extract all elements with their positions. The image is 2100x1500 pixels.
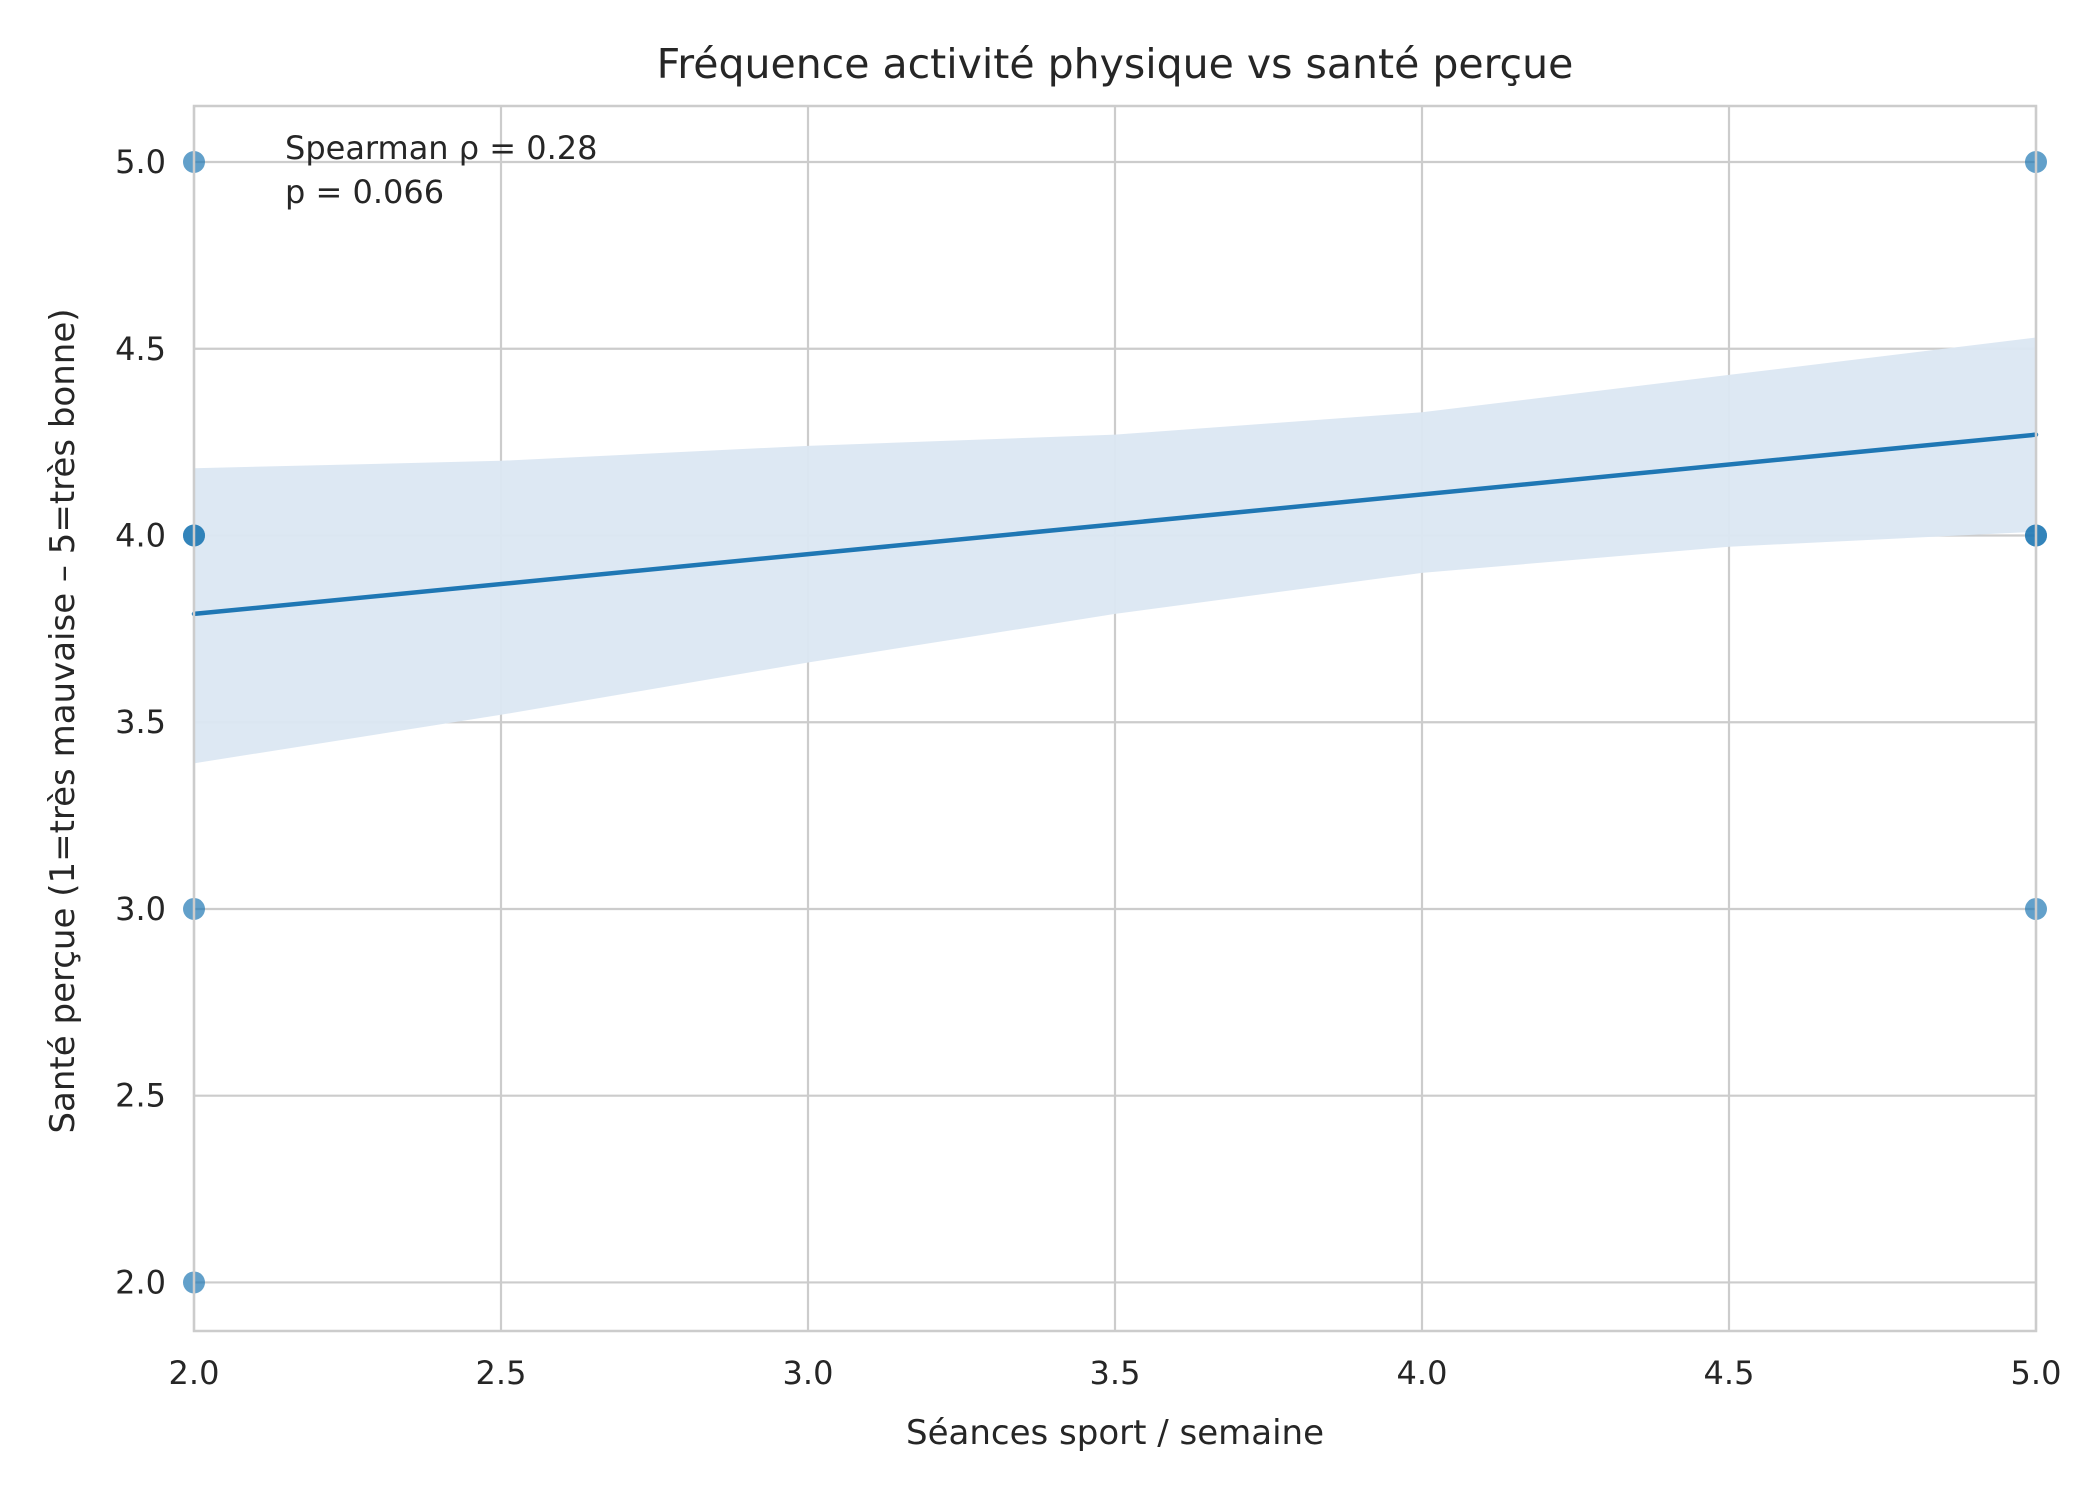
x-tick-label: 5.0 (2011, 1354, 2062, 1392)
y-tick-label: 5.0 (115, 143, 166, 181)
y-tick-label: 2.5 (115, 1077, 166, 1115)
x-tick-labels: 2.0 2.5 3.0 3.5 4.0 4.5 5.0 (169, 1354, 2062, 1392)
y-tick-label: 3.0 (115, 890, 166, 928)
regression-line (191, 432, 2039, 617)
x-axis-label: Séances sport / semaine (906, 1413, 1324, 1453)
x-tick-label: 3.0 (783, 1354, 834, 1392)
confidence-band-layer (194, 337, 2036, 764)
x-tick-label: 4.0 (1397, 1354, 1448, 1392)
spearman-annotation: Spearman ρ = 0.28 (285, 129, 597, 167)
plot-border (192, 104, 2038, 1333)
y-tick-label: 4.5 (115, 330, 166, 368)
chart-title: Fréquence activité physique vs santé per… (657, 40, 1574, 88)
p-value-annotation: p = 0.066 (285, 173, 444, 211)
regression-line-layer (191, 432, 2039, 617)
y-axis-label: Santé perçue (1=très mauvaise – 5=très b… (43, 308, 83, 1133)
x-tick-label: 2.5 (476, 1354, 527, 1392)
y-tick-labels: 2.0 2.5 3.0 3.5 4.0 4.5 5.0 (115, 143, 166, 1301)
y-tick-label: 4.0 (115, 516, 166, 554)
plot-frame (192, 104, 2038, 1333)
x-tick-label: 2.0 (169, 1354, 220, 1392)
confidence-band (194, 337, 2036, 764)
x-tick-label: 4.5 (1704, 1354, 1755, 1392)
y-tick-label: 3.5 (115, 703, 166, 741)
x-tick-label: 3.5 (1090, 1354, 1141, 1392)
y-tick-label: 2.0 (115, 1263, 166, 1301)
